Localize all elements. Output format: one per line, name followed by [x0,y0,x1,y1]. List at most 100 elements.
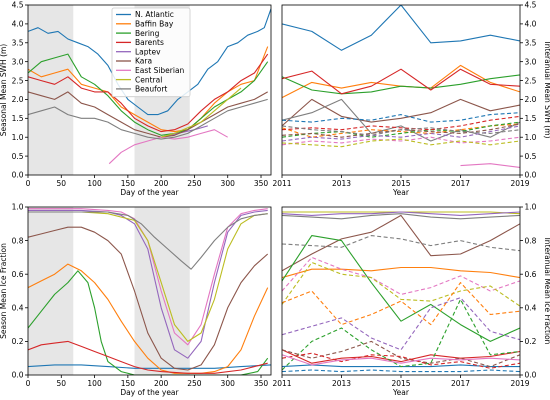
series-line-baffin-bay-dashed [282,123,520,138]
series-line-n-atlantic-dashed [282,112,520,123]
series-line-beaufort [282,213,520,220]
series-line-n-atlantic [282,5,520,51]
series-line-east-siberian-dashed [282,136,520,146]
y-tick-label: 0.8 [12,236,24,245]
series-line-baffin-bay [282,266,520,279]
plot-frame [27,206,272,376]
y-tick-label: 0.2 [525,337,537,346]
y-tick-label: 0.6 [525,270,537,279]
x-tick-label: 250 [187,379,202,388]
series-line-east-siberian [460,163,520,168]
x-tick-label: 2017 [451,179,470,188]
x-tick-label: 2019 [510,379,529,388]
x-tick-label: 2017 [451,379,470,388]
x-tick-label: 2015 [391,179,410,188]
series-line-bering [28,270,269,375]
series-line-beaufort-dashed [282,125,520,136]
series-line-laptev [28,209,268,359]
x-tick-label: 0 [26,379,31,388]
y-tick-label: 1.0 [12,203,24,212]
series-line-beaufort-dashed [282,235,520,252]
legend-frame [111,7,191,98]
series-line-barents [28,53,269,133]
series-line-barents-dashed [282,115,520,131]
y-tick-label: 3.5 [525,38,537,47]
series-line-barents-dashed [282,352,520,369]
series-line-kara [282,98,520,127]
series-line-kara [282,214,520,272]
y-tick-label: 1.5 [12,114,24,123]
legend-entry: Central [135,75,162,84]
x-tick-label: 300 [221,179,236,188]
x-tick-label: 2015 [391,379,410,388]
y-tick-label: 0.4 [12,304,24,313]
series-line-east-siberian-dashed [282,256,520,295]
x-tick-label: 200 [154,179,169,188]
y-tick-label: 0.5 [12,152,24,161]
series-line-central-dashed [282,138,520,148]
y-tick-label: 0.0 [525,171,537,180]
x-axis-label: Day of the year [120,188,179,197]
legend-entry: Kara [135,57,152,66]
y-tick-label: 4.0 [525,20,537,29]
y-tick-label: 2.0 [12,95,24,104]
series-line-laptev-dashed [282,297,520,351]
shaded-period [28,5,74,175]
x-tick-label: 0 [26,179,31,188]
x-tick-label: 2013 [332,379,351,388]
series-line-barents [282,68,520,95]
y-axis-label: Season Mean Ice Fraction [0,243,8,339]
x-tick-label: 2011 [272,179,291,188]
y-tick-label: 0.0 [525,371,537,380]
y-tick-label: 4.5 [12,1,24,10]
series-line-barents [28,340,268,374]
series-line-east-siberian [282,354,520,366]
y-axis-label: Interanual Mean SWH (m) [543,42,550,139]
y-tick-label: 0.8 [525,236,537,245]
series-line-east-siberian [28,208,268,346]
series-line-n-atlantic-dashed [282,369,520,373]
series-line-baffin-bay [28,263,269,374]
series-line-laptev-dashed [282,125,520,142]
x-tick-label: 50 [57,179,67,188]
x-tick-label: 350 [254,379,269,388]
y-tick-label: 1.5 [525,114,537,123]
y-tick-label: 0.0 [12,371,24,380]
x-tick-label: 250 [187,179,202,188]
series-line-beaufort [282,98,520,142]
y-tick-label: 3.0 [12,57,24,66]
series-line-bering [282,74,520,95]
series-line-central [161,87,242,138]
series-line-bering-dashed [282,121,520,138]
panel-seasonal-ice: 0 50 100 150 200 250 300 350 0.0 0.2 0.4 0.6 0.8 1.0 D… [0,203,272,397]
y-axis-label: Interanual Mean Ice Fraction [543,238,550,345]
x-tick-label: 350 [254,179,269,188]
series-line-kara [28,226,269,371]
series-line-n-atlantic [28,364,271,369]
y-tick-label: 2.0 [525,95,537,104]
legend-entry: Laptev [135,47,161,56]
series-line-bering-dashed [282,298,520,371]
x-tick-label: 150 [121,179,136,188]
legend-entry: N. Atlantic [135,10,174,19]
y-tick-label: 3.0 [525,57,537,66]
series-line-beaufort [28,98,268,140]
x-tick-label: 50 [57,379,67,388]
y-axis-label: Seasonal Mean SWH (m) [0,44,8,137]
legend-entry: Baffin Bay [135,20,174,29]
legend-entry: Barents [135,38,164,47]
plot-frame [281,4,521,176]
y-tick-label: 4.0 [12,20,24,29]
x-axis-label: Day of the year [120,388,179,397]
plot-frame [27,4,272,176]
y-tick-label: 0.6 [12,270,24,279]
x-tick-label: 2011 [272,379,291,388]
x-tick-label: 200 [154,379,169,388]
y-tick-label: 1.0 [525,133,537,142]
x-tick-label: 2013 [332,179,351,188]
series-line-beaufort [28,211,268,270]
